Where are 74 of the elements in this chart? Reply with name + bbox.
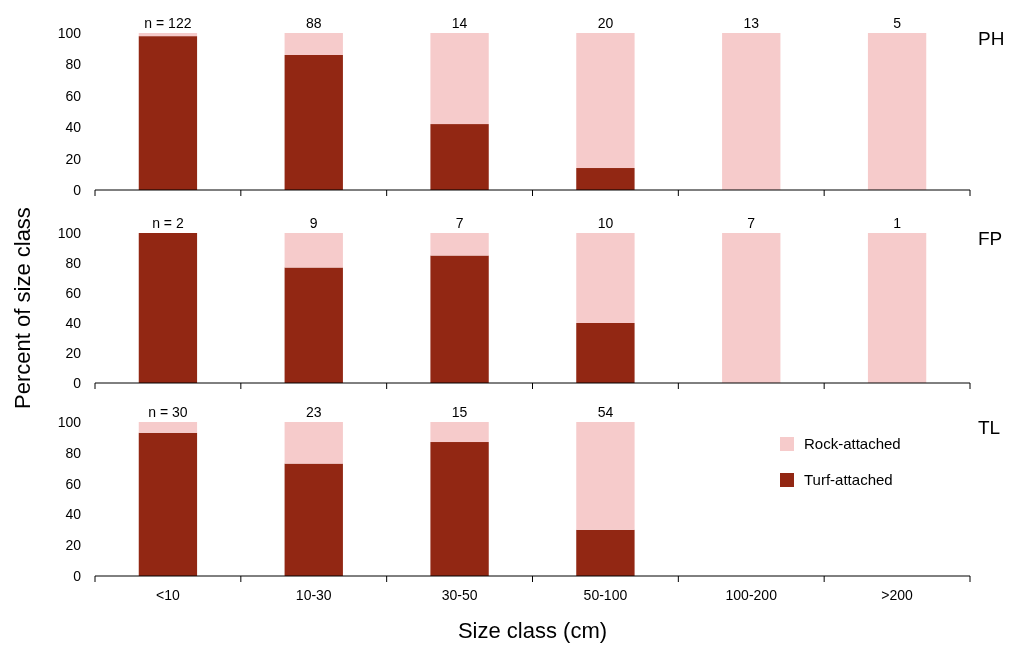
bar <box>430 33 489 125</box>
bar <box>576 323 635 383</box>
bar <box>284 233 343 268</box>
bar <box>722 233 781 383</box>
y-tick-label: 80 <box>65 444 82 461</box>
bar <box>284 463 343 576</box>
y-tick-label: 20 <box>65 537 82 554</box>
bar <box>138 36 198 190</box>
chart-title: FP <box>978 228 1003 249</box>
x-tick-label: 50-100 <box>583 587 628 603</box>
chart-title: TL <box>978 417 1001 438</box>
y-tick-label: 60 <box>65 475 82 492</box>
annotation: 7 <box>747 215 756 231</box>
bar <box>138 33 198 37</box>
bar <box>284 54 343 190</box>
annotation: 5 <box>893 15 902 31</box>
bar <box>576 529 635 576</box>
legend-label: Rock-attached <box>804 435 901 452</box>
annotation: 14 <box>451 15 468 31</box>
x-tick-label: 30-50 <box>441 587 478 603</box>
bar <box>867 33 927 190</box>
y-tick-label: 20 <box>65 344 82 361</box>
bar <box>722 33 781 190</box>
y-tick-label: 40 <box>65 314 82 331</box>
y-tick-label: 0 <box>73 181 82 198</box>
bar <box>430 124 489 190</box>
bar <box>138 233 198 383</box>
annotation: 15 <box>451 404 468 420</box>
bar <box>138 432 198 576</box>
bar <box>284 267 343 383</box>
bar <box>576 233 635 323</box>
bar <box>576 168 635 190</box>
y-tick-label: 20 <box>65 150 82 167</box>
x-tick-label: 100-200 <box>725 587 778 603</box>
bar <box>867 233 927 383</box>
y-tick-label: 100 <box>57 224 82 241</box>
y-tick-label: 80 <box>65 56 82 73</box>
y-tick-label: 100 <box>57 413 82 430</box>
bar <box>284 422 343 464</box>
bar <box>138 422 198 433</box>
y-tick-label: 40 <box>65 506 82 523</box>
chart-title: PH <box>978 28 1005 49</box>
annotation: 10 <box>597 215 614 231</box>
bar <box>430 255 489 383</box>
x-tick-label: <10 <box>156 587 180 603</box>
bar <box>576 33 635 169</box>
y-tick-label: 80 <box>65 254 82 271</box>
annotation: n = 30 <box>148 404 188 420</box>
annotation: 88 <box>305 15 322 31</box>
bar <box>576 422 635 530</box>
y-tick-label: 60 <box>65 87 82 104</box>
legend-label: Turf-attached <box>804 471 893 488</box>
x-axis-title: Size class (cm) <box>457 618 608 643</box>
annotation: 9 <box>309 215 318 231</box>
y-tick-label: 40 <box>65 119 82 136</box>
annotation: 20 <box>597 15 614 31</box>
x-tick-label: 10-30 <box>295 587 332 603</box>
x-tick-label: >200 <box>881 587 914 603</box>
bar <box>430 233 489 256</box>
annotation: n = 122 <box>144 15 192 31</box>
annotation: 23 <box>305 404 322 420</box>
y-tick-label: 100 <box>57 24 82 41</box>
bar <box>430 422 489 443</box>
y-tick-label: 0 <box>73 567 82 584</box>
annotation: 7 <box>455 215 464 231</box>
annotation: n = 2 <box>152 215 184 231</box>
annotation: 1 <box>893 215 902 231</box>
y-tick-label: 60 <box>65 284 82 301</box>
annotation: 13 <box>743 15 760 31</box>
bar <box>284 33 343 55</box>
annotation: 54 <box>597 404 614 420</box>
bar <box>430 442 489 576</box>
y-tick-label: 0 <box>73 374 82 391</box>
y-axis-title: Percent of size class <box>10 207 35 409</box>
